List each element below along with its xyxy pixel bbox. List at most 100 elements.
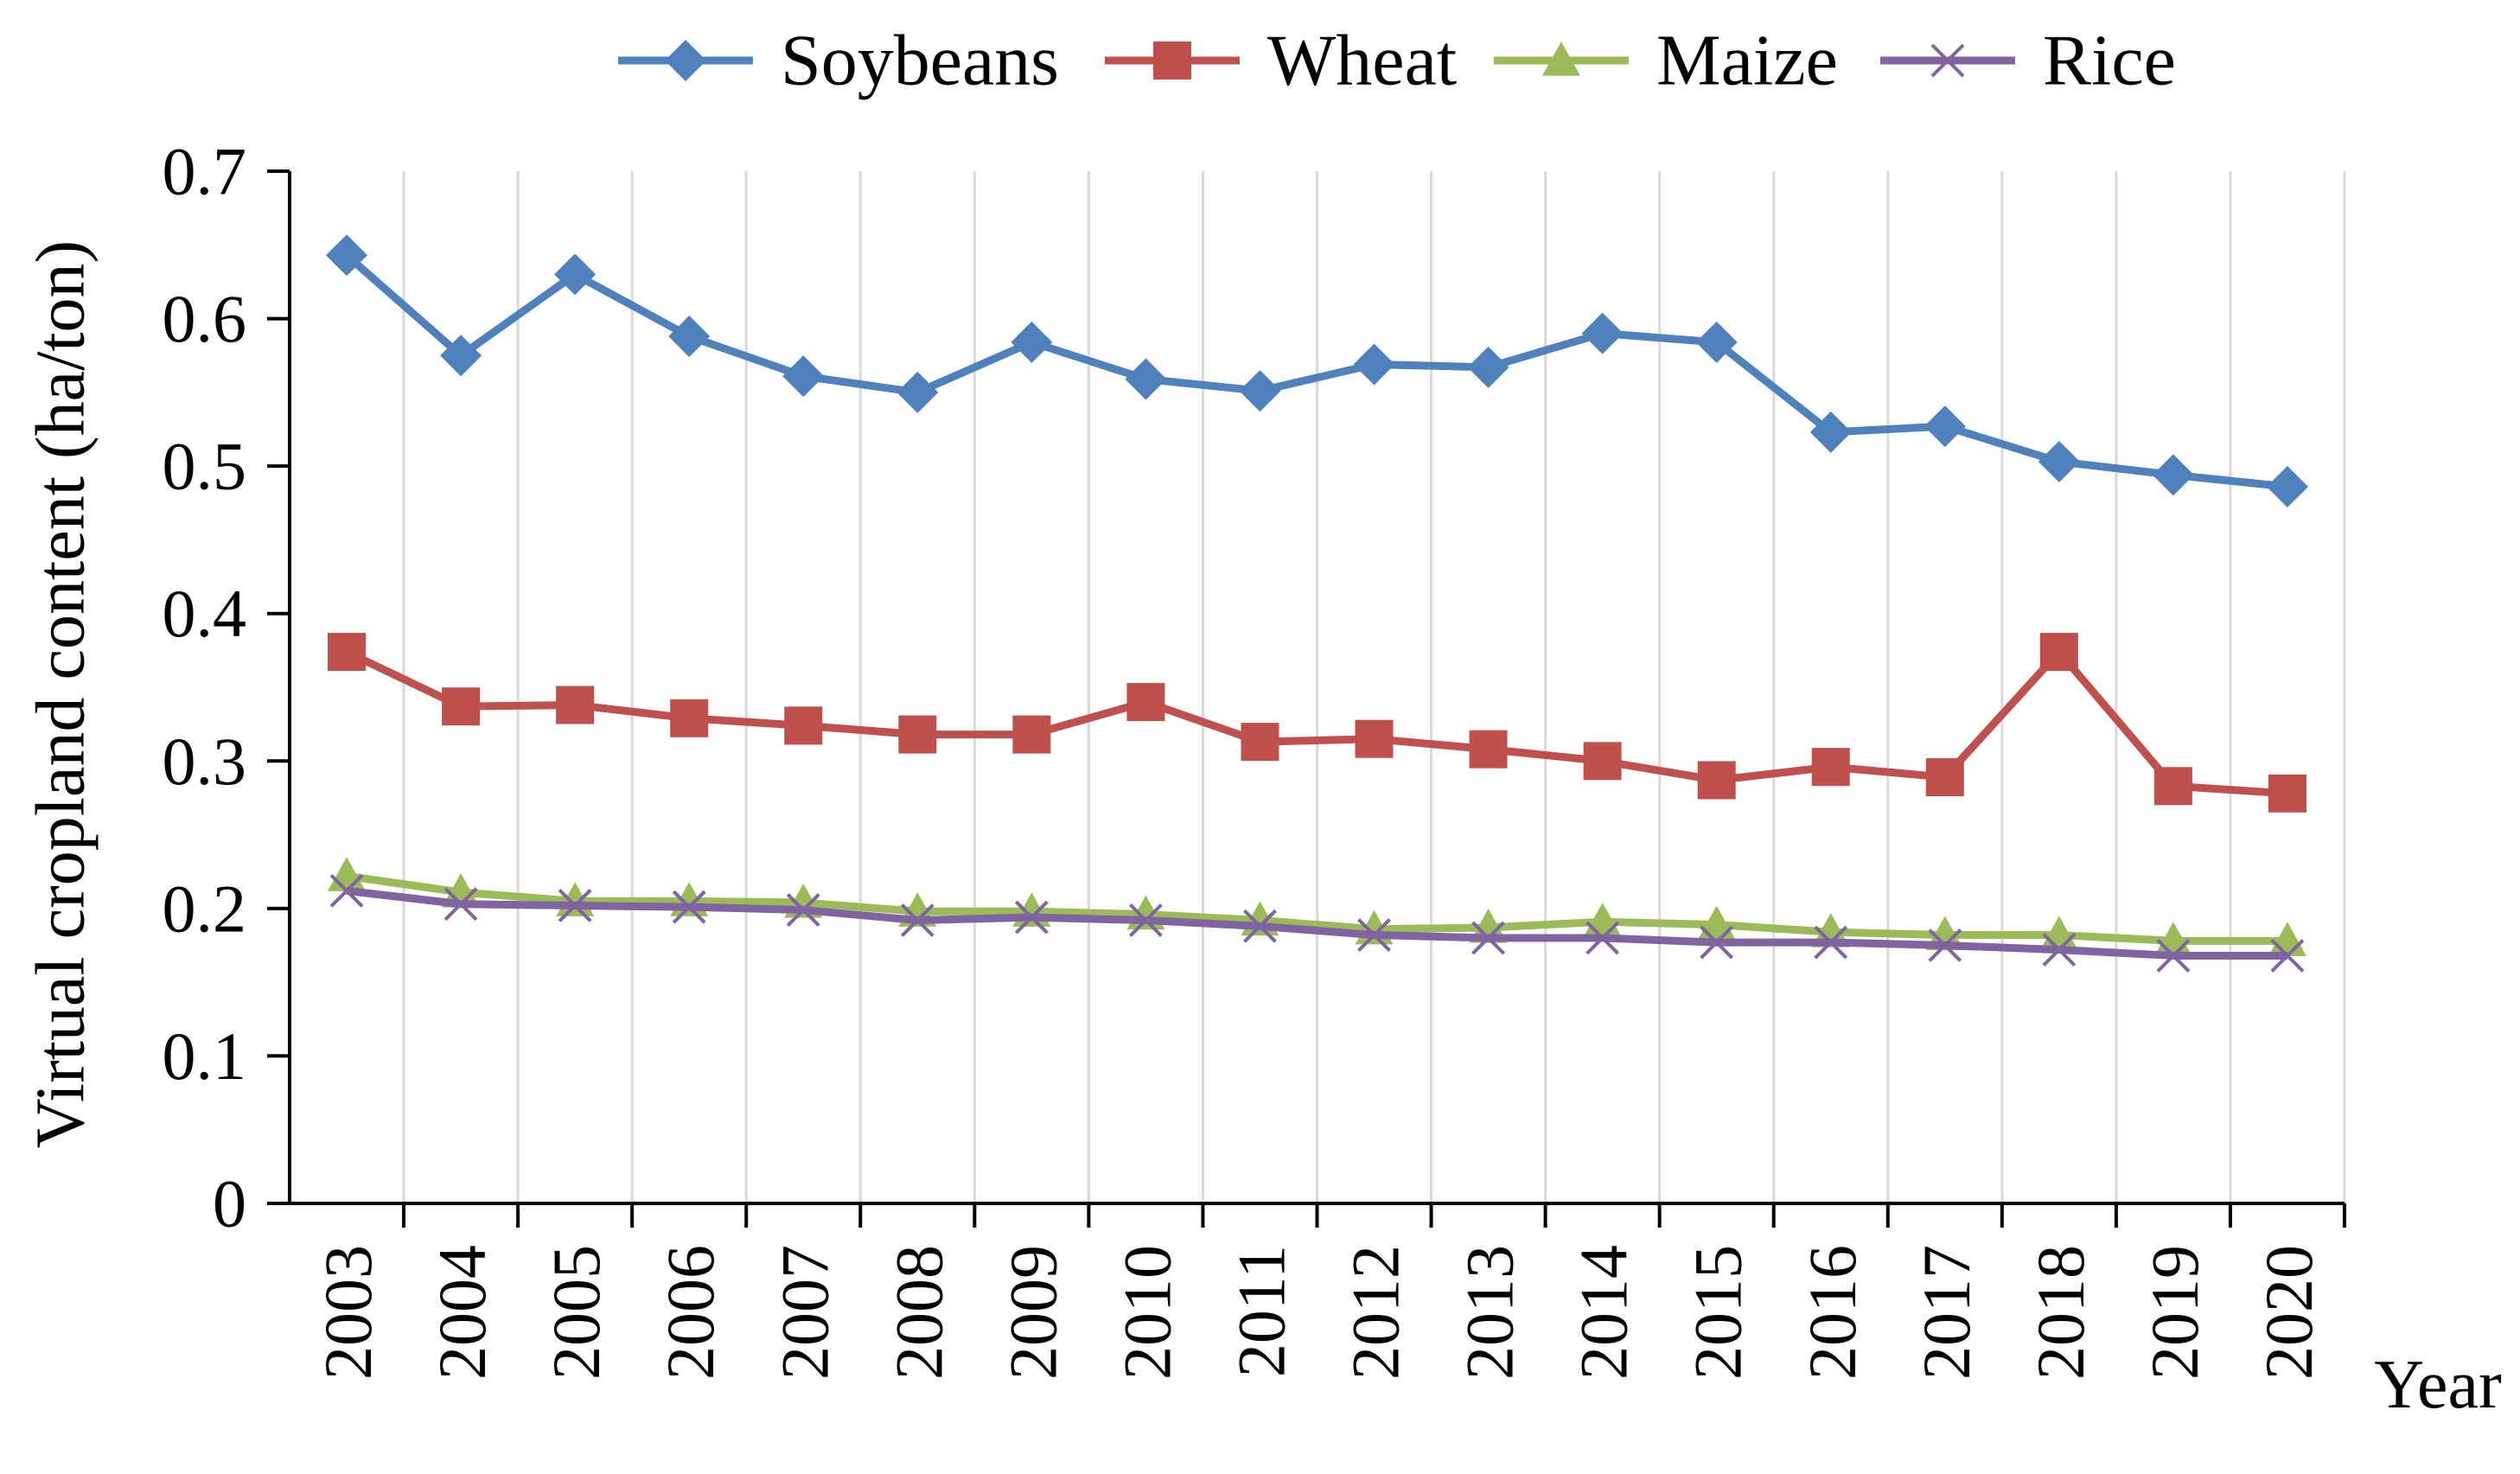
data-point-wheat (1811, 748, 1850, 787)
data-point-wheat (1925, 758, 1964, 797)
data-point-soybeans (440, 335, 482, 377)
data-point-rice (900, 903, 935, 937)
legend-marker (1153, 41, 1191, 80)
data-point-rice (558, 889, 592, 922)
data-point-rice (1700, 925, 1734, 960)
data-point-soybeans (326, 234, 368, 277)
data-point-rice (2270, 939, 2305, 973)
data-point-rice (672, 890, 706, 924)
y-tick-label: 0 (213, 1166, 246, 1241)
data-point-wheat (2153, 767, 2192, 806)
data-point-wheat (1012, 715, 1051, 754)
legend: Soybeans Wheat Maize Rice (618, 21, 2176, 101)
x-tick-label: 2007 (767, 1245, 842, 1380)
y-axis-ticks: 0 0.1 0.2 0.3 0.4 0.5 0.6 0.7 (163, 134, 290, 1241)
x-tick-label: 2005 (539, 1245, 614, 1380)
data-point-rice (1928, 928, 1962, 962)
series-line-maize (346, 871, 2287, 945)
data-point-soybeans (1695, 321, 1738, 363)
data-point-wheat (1583, 742, 1622, 781)
data-point-soybeans (554, 253, 597, 296)
data-point-soybeans (1239, 370, 1281, 412)
x-tick-label: 2014 (1566, 1245, 1642, 1380)
data-point-rice (2156, 939, 2191, 973)
x-tick-label: 2015 (1681, 1245, 1756, 1380)
x-tick-label: 2018 (2023, 1245, 2098, 1380)
data-point-wheat (1241, 723, 1279, 762)
series-line-soybeans (344, 252, 2288, 491)
data-point-rice (1814, 925, 1848, 960)
legend-label: Maize (1656, 21, 1838, 101)
series-lines (326, 234, 2308, 973)
data-point-soybeans (1581, 312, 1624, 354)
x-tick-label: 2010 (1109, 1245, 1184, 1380)
x-axis-title: Year (2374, 1347, 2501, 1423)
x-axis-ticks: 2003 2004 2005 2006 2007 2008 2009 2010 2011 2012… (310, 1203, 2346, 1380)
data-point-soybeans (2152, 454, 2194, 496)
data-point-wheat (328, 633, 367, 672)
series-wheat (328, 633, 2306, 813)
legend-label: Soybeans (781, 21, 1059, 101)
data-point-rice (2042, 933, 2077, 967)
data-point-rice (329, 873, 364, 908)
data-point-wheat (670, 699, 709, 737)
data-point-soybeans (2038, 441, 2080, 483)
series-rice (329, 873, 2305, 973)
x-tick-label: 2003 (310, 1245, 386, 1380)
y-tick-label: 0.7 (163, 134, 247, 209)
y-axis-title: Virtual cropland content (ha/ton) (22, 240, 99, 1148)
legend-label: Wheat (1267, 21, 1457, 101)
x-tick-label: 2019 (2137, 1245, 2212, 1380)
series-line-rice (346, 886, 2287, 960)
grid-lines (402, 171, 2346, 1203)
data-point-soybeans (2266, 466, 2308, 508)
series-soybeans (326, 234, 2308, 508)
x-tick-label: 2011 (1223, 1245, 1298, 1377)
x-tick-label: 2012 (1338, 1245, 1413, 1380)
x-tick-label: 2008 (881, 1245, 956, 1380)
data-point-soybeans (1011, 321, 1053, 363)
data-point-soybeans (1353, 343, 1395, 386)
x-tick-label: 2006 (653, 1245, 728, 1380)
legend-marker (665, 40, 706, 81)
data-point-rice (1471, 921, 1505, 955)
y-tick-label: 0.3 (163, 724, 247, 799)
data-point-rice (1014, 900, 1049, 935)
data-point-wheat (1469, 730, 1508, 769)
series-line-wheat (345, 648, 2288, 798)
data-point-wheat (898, 715, 937, 754)
data-point-rice (1243, 909, 1277, 943)
y-tick-label: 0.5 (163, 429, 247, 504)
data-point-soybeans (1125, 358, 1167, 400)
data-point-wheat (556, 686, 595, 724)
data-point-wheat (784, 706, 823, 745)
data-point-soybeans (1467, 346, 1509, 388)
data-point-wheat (2039, 633, 2078, 672)
y-tick-label: 0.4 (163, 576, 247, 651)
data-point-soybeans (782, 355, 825, 398)
data-point-rice (1357, 918, 1391, 952)
data-point-soybeans (896, 371, 939, 413)
data-point-rice (443, 887, 478, 922)
data-point-wheat (2268, 774, 2306, 813)
data-point-soybeans (1809, 411, 1852, 453)
x-tick-label: 2013 (1452, 1245, 1528, 1380)
y-tick-label: 0.1 (163, 1018, 247, 1094)
legend-item-soybeans: Soybeans (618, 21, 1059, 101)
data-point-wheat (1697, 761, 1736, 800)
x-tick-label: 2020 (2251, 1245, 2326, 1380)
legend-item-rice: Rice (1880, 21, 2176, 101)
data-point-soybeans (668, 316, 711, 358)
y-tick-label: 0.6 (163, 281, 247, 356)
legend-item-maize: Maize (1494, 21, 1838, 101)
x-tick-label: 2016 (1795, 1245, 1870, 1380)
legend-marker (1542, 41, 1580, 76)
y-tick-label: 0.2 (163, 871, 247, 946)
legend-item-wheat: Wheat (1105, 21, 1457, 101)
data-point-rice (1585, 921, 1620, 955)
x-tick-label: 2004 (424, 1245, 500, 1380)
legend-label: Rice (2043, 21, 2176, 101)
x-tick-label: 2017 (1909, 1245, 1984, 1380)
x-tick-label: 2009 (995, 1245, 1070, 1380)
